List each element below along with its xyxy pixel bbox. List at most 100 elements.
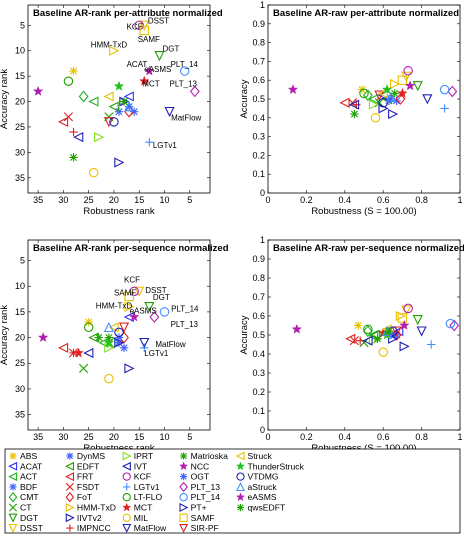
- point-samf: [397, 75, 408, 85]
- point-iivtv2: [378, 103, 389, 114]
- legend-label: IVT: [134, 461, 148, 471]
- annotation-lgtv1: LGTv1: [144, 349, 169, 358]
- point-ogt: [124, 102, 134, 111]
- legend-marker: [179, 493, 188, 502]
- legend-label: ACAT: [20, 461, 43, 471]
- legend-marker: [122, 493, 131, 502]
- annotation-kcf: KCF: [127, 22, 143, 31]
- point-hmm-txd: [109, 45, 120, 56]
- chart-panel-1: 35 30 25 20 15 10 5 5 10 15 20 25 30 35 Baseline AR-ra…: [0, 4, 223, 217]
- point-fsdt: [347, 98, 358, 108]
- point-vtdmg: [109, 117, 119, 127]
- annotation-matflow: MatFlow: [171, 113, 201, 122]
- point-qwsedft: [384, 327, 394, 336]
- legend-label: VTDMG: [248, 472, 279, 482]
- annotation-dsst: DSST: [145, 286, 166, 295]
- legend-marker: [180, 452, 188, 460]
- y-tick-label: 0.6: [252, 75, 265, 85]
- legend-label: IMPNCC: [77, 523, 111, 533]
- x-tick-label: 5: [187, 432, 192, 442]
- x-tick-label: 1: [457, 195, 462, 205]
- x-tick-label: 15: [134, 432, 144, 442]
- point-matrioska: [350, 109, 359, 119]
- point-ivt: [73, 132, 84, 143]
- point-lt-flo: [359, 88, 369, 99]
- point-pt: [114, 337, 125, 348]
- annotation-plt-13: PLT_13: [171, 320, 199, 329]
- legend-marker: [65, 482, 74, 491]
- y-tick-label: 0.7: [252, 292, 265, 302]
- y-tick-label: 20: [15, 333, 25, 343]
- x-tick-label: 35: [33, 432, 43, 442]
- point-matrioska: [69, 153, 78, 162]
- y-tick-label: 0.7: [252, 56, 265, 66]
- y-tick-label: 0: [260, 425, 265, 435]
- legend-marker: [123, 483, 131, 491]
- x-tick-label: 10: [159, 432, 169, 442]
- point-mil: [370, 113, 381, 123]
- y-tick-label: 0.2: [252, 150, 265, 160]
- legend-marker: [180, 473, 188, 481]
- y-axis-label: Accuracy: [239, 315, 250, 354]
- point-iivtv2: [114, 157, 125, 168]
- y-tick-label: 0.9: [252, 254, 265, 264]
- point-ivt: [348, 99, 360, 110]
- x-tick-label: 30: [58, 432, 68, 442]
- point-abs: [354, 321, 363, 330]
- legend-label: MCT: [134, 503, 153, 513]
- legend-marker: [8, 492, 18, 503]
- legend-label: LGTv1: [134, 482, 160, 492]
- y-tick-label: 0.5: [252, 330, 265, 340]
- legend-item-abs: ABS: [9, 451, 37, 461]
- point-easms: [399, 319, 410, 330]
- chart-title: Baseline AR-raw per-attribute normalized: [273, 8, 459, 19]
- legend-label: KCF: [134, 472, 151, 482]
- point-mct: [397, 87, 408, 98]
- point-dynms: [114, 107, 124, 116]
- x-tick-label: 0.2: [300, 432, 313, 442]
- point-lt-flo: [63, 76, 74, 86]
- legend-item-dgt: DGT: [8, 513, 39, 523]
- point-matflow: [416, 326, 427, 337]
- legend-label: EDFT: [77, 461, 100, 471]
- annotation-dgt: DGT: [162, 45, 179, 54]
- legend-item-easms: eASMS: [235, 492, 277, 502]
- point-sir-pf: [103, 117, 114, 128]
- legend-label: ThunderStruck: [248, 461, 305, 471]
- x-tick-label: 1: [457, 432, 462, 442]
- x-tick-label: 0: [265, 432, 270, 442]
- x-tick-label: 0.8: [415, 432, 428, 442]
- y-tick-label: 30: [15, 147, 25, 157]
- point-bdf: [129, 107, 139, 116]
- y-axis-label: Accuracy rank: [0, 69, 10, 129]
- y-tick-label: 0.6: [252, 311, 265, 321]
- point-ivt: [362, 335, 373, 346]
- legend-label: FRT: [77, 472, 94, 482]
- point-iivtv2: [399, 341, 410, 352]
- legend-marker: [122, 472, 131, 481]
- legend-label: IPRT: [134, 451, 154, 461]
- legend-label: Struck: [248, 451, 273, 461]
- point-struck: [377, 88, 388, 99]
- point-ncc: [291, 323, 303, 334]
- point-iivtv2: [124, 363, 135, 374]
- annotation-samf: SAMF: [114, 288, 136, 297]
- x-tick-label: 0.4: [339, 432, 352, 442]
- y-tick-label: 0.1: [252, 169, 265, 179]
- point-ncc: [287, 84, 299, 95]
- legend-label: DGT: [20, 513, 39, 523]
- annotation-acat: ACAT: [127, 60, 148, 69]
- legend-item-fsdt: FSDT: [65, 482, 100, 492]
- point-ct: [79, 363, 89, 373]
- legend-marker: [122, 502, 132, 512]
- point-iprt: [368, 99, 380, 110]
- point-kcf: [403, 66, 413, 76]
- chart-panel-3: 35 30 25 20 15 10 5 5 10 15 20 25 30 35 Baseline AR-ra…: [0, 239, 229, 454]
- point-thunderstruck: [103, 337, 115, 348]
- x-tick-label: 20: [109, 432, 119, 442]
- legend-marker: [8, 523, 18, 533]
- point-ogt: [114, 333, 124, 342]
- y-tick-label: 5: [20, 256, 25, 266]
- point-bdf: [392, 96, 401, 106]
- legend-label: FSDT: [77, 482, 100, 492]
